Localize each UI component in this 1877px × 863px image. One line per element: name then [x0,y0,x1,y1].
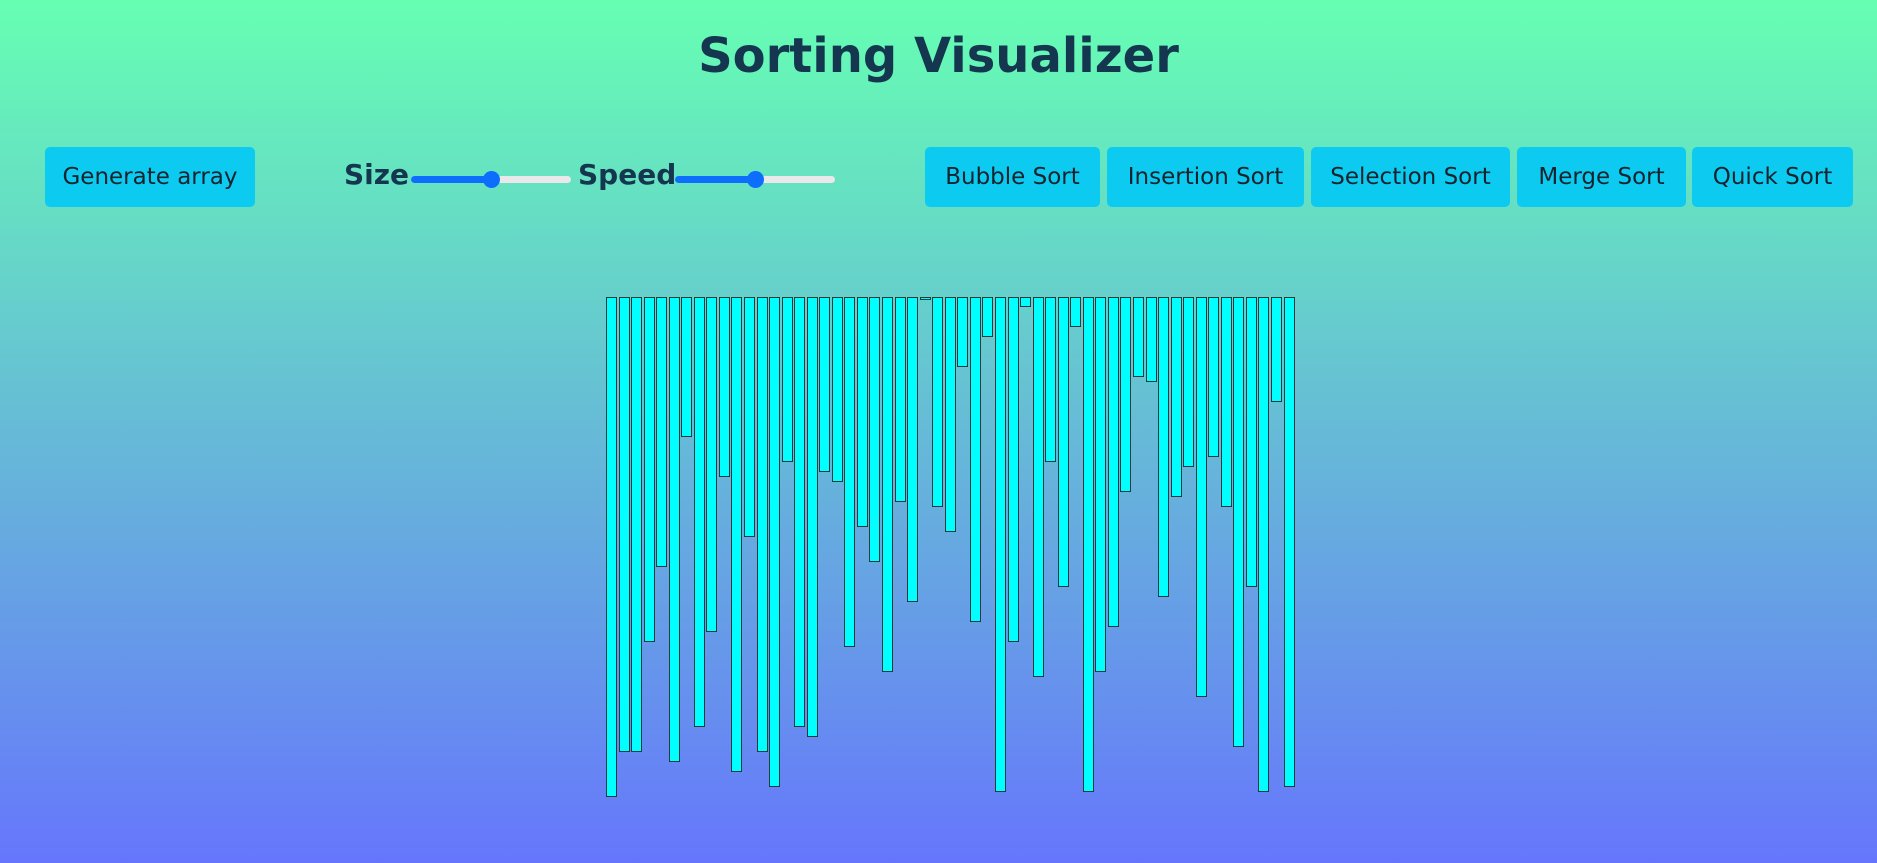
array-bar [1145,297,1157,382]
array-bar [794,297,806,727]
array-bar [1070,297,1082,327]
array-bar [1132,297,1144,377]
array-bar [907,297,919,602]
speed-slider-fill [675,176,755,183]
merge-sort-button[interactable]: Merge Sort [1517,147,1686,207]
array-bar [894,297,906,502]
array-bar [693,297,705,727]
array-bar [1057,297,1069,587]
array-bar [1220,297,1232,507]
size-label: Size [344,158,410,191]
array-bar [769,297,781,787]
array-bar [1120,297,1132,492]
array-bar [994,297,1006,792]
array-bar [1045,297,1057,462]
array-bar [969,297,981,622]
array-bar [1082,297,1094,792]
array-bar [744,297,756,537]
array-bar [957,297,969,367]
size-slider-thumb[interactable] [483,171,500,188]
array-bar [1007,297,1019,642]
speed-slider-thumb[interactable] [747,171,764,188]
speed-slider[interactable] [675,171,835,188]
array-bar [882,297,894,672]
array-bar [631,297,643,752]
array-bar [944,297,956,532]
array-bar [618,297,630,752]
array-bar [1107,297,1119,627]
array-bar [1195,297,1207,697]
speed-label: Speed [578,158,677,191]
size-slider-fill [411,176,491,183]
array-bar [1032,297,1044,677]
insertion-sort-button[interactable]: Insertion Sort [1107,147,1304,207]
array-bar [1233,297,1245,747]
array-bar [831,297,843,482]
array-bar [643,297,655,642]
generate-array-button[interactable]: Generate array [45,147,255,207]
array-bars-container [606,297,1296,807]
page-title: Sorting Visualizer [698,28,1179,84]
array-bar [656,297,668,567]
array-bar [1245,297,1257,587]
array-bar [1158,297,1170,597]
array-bar [919,297,931,300]
array-bar [756,297,768,752]
array-bar [731,297,743,772]
array-bar [718,297,730,477]
array-bar [1170,297,1182,497]
array-bar [1095,297,1107,672]
array-bar [1283,297,1295,787]
array-bar [1208,297,1220,457]
array-bar [1020,297,1032,307]
array-bar [856,297,868,527]
array-bar [1258,297,1270,792]
bubble-sort-button[interactable]: Bubble Sort [925,147,1100,207]
array-bar [844,297,856,647]
selection-sort-button[interactable]: Selection Sort [1311,147,1510,207]
array-bar [869,297,881,562]
array-bar [606,297,617,797]
array-bar [1270,297,1282,402]
array-bar [681,297,693,437]
size-slider[interactable] [411,171,571,188]
array-bar [668,297,680,762]
array-bar [819,297,831,472]
array-bar [706,297,718,632]
quick-sort-button[interactable]: Quick Sort [1692,147,1853,207]
array-bar [932,297,944,507]
array-bar [982,297,994,337]
array-bar [781,297,793,462]
array-bar [806,297,818,737]
array-bar [1183,297,1195,467]
